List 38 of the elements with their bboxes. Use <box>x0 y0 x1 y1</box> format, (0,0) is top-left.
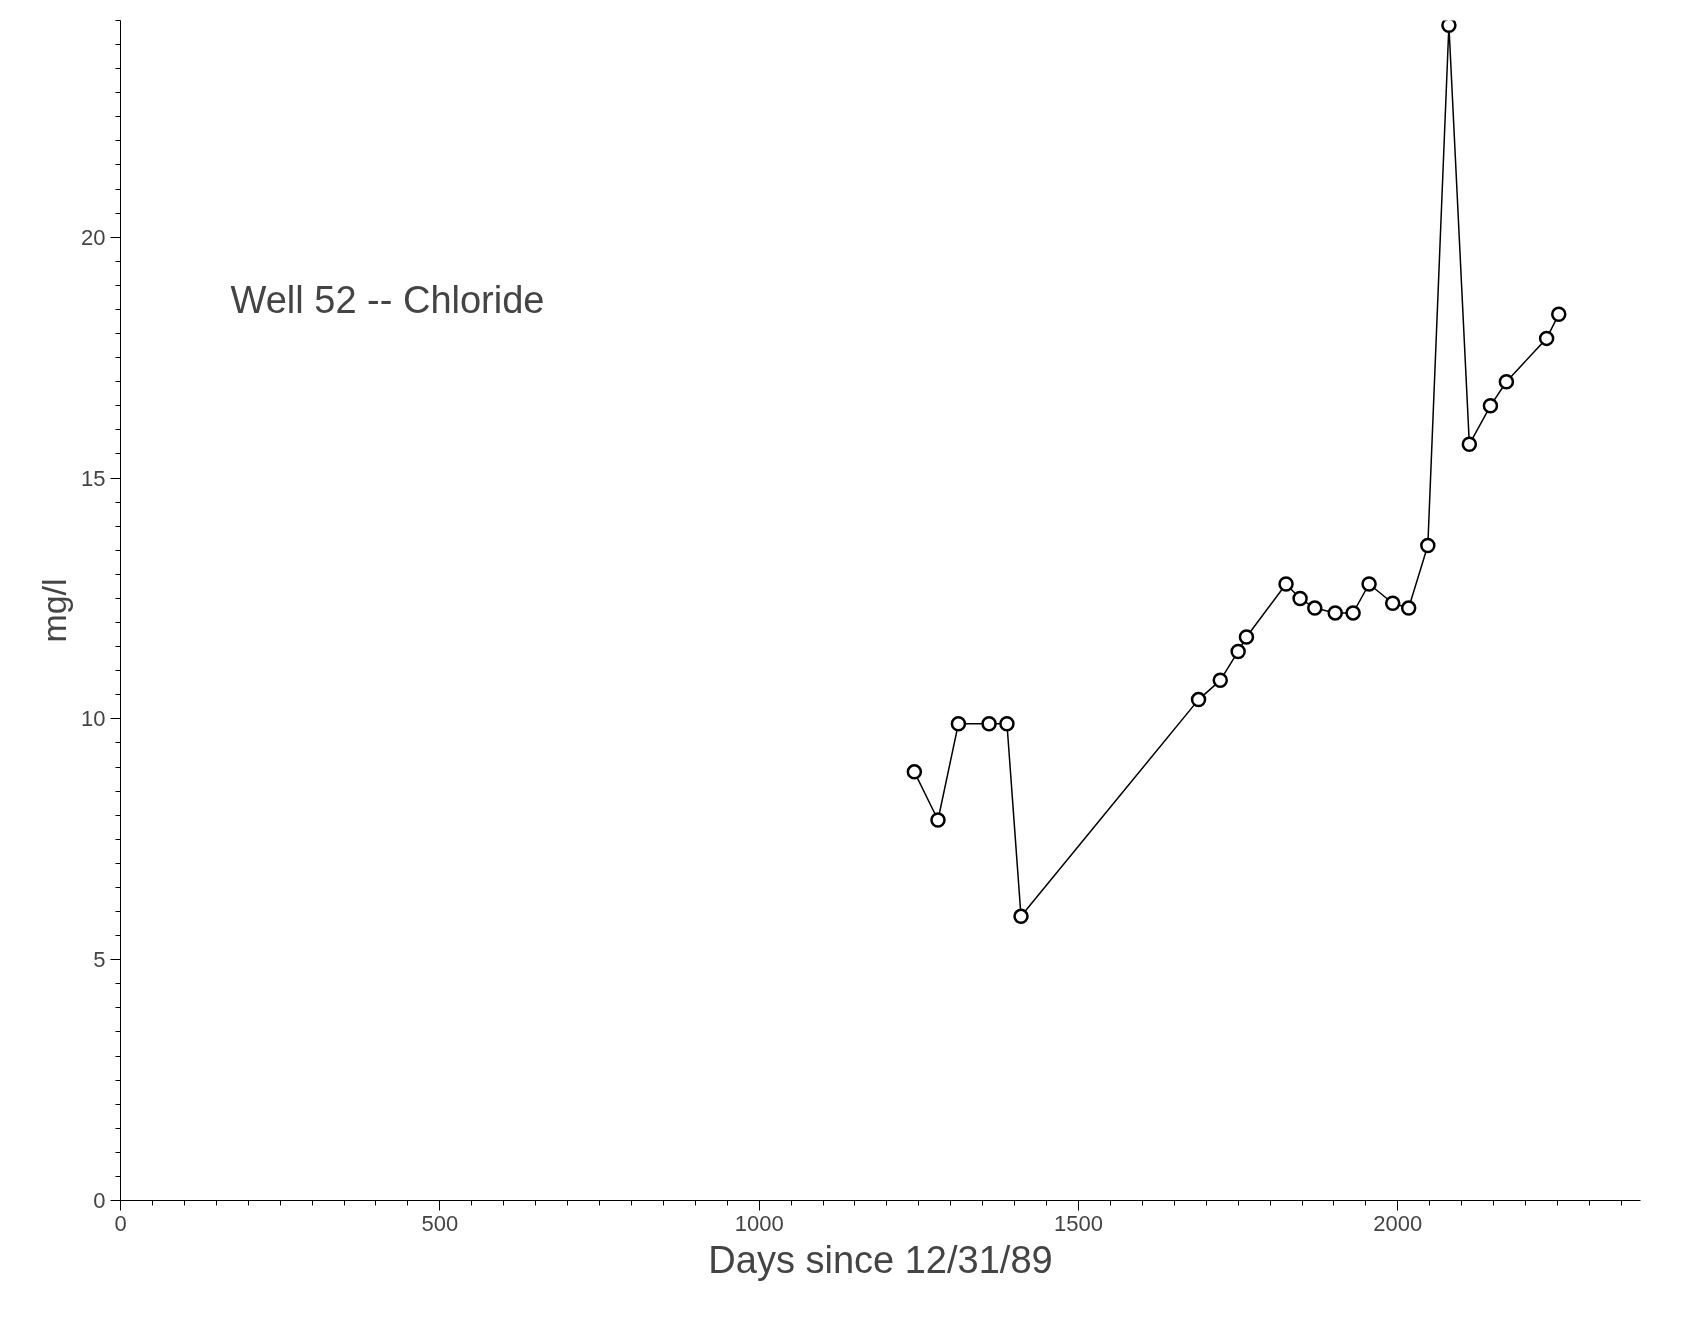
point <box>906 764 923 780</box>
point <box>1400 600 1417 616</box>
x-tick-label: 2000 <box>1373 1210 1423 1236</box>
point <box>930 812 946 828</box>
annotation: Well 52 -- Chloride <box>230 278 545 321</box>
point <box>1278 576 1294 592</box>
point <box>1345 605 1361 621</box>
point <box>1441 20 1457 34</box>
point <box>1482 398 1499 414</box>
point <box>1384 595 1401 612</box>
x-tick-label: 1500 <box>1054 1210 1103 1236</box>
point <box>1538 330 1555 347</box>
point <box>1307 600 1323 616</box>
point <box>1292 590 1308 607</box>
y-tick-label: 5 <box>93 947 106 973</box>
point <box>999 715 1015 732</box>
point <box>1238 629 1255 645</box>
point <box>981 715 997 732</box>
x-tick-label: 1000 <box>734 1210 784 1236</box>
point <box>1327 605 1343 621</box>
y-tick-label: 15 <box>81 465 106 491</box>
point <box>1013 908 1029 925</box>
point <box>950 715 967 732</box>
x-tick-label: 0 <box>114 1210 127 1236</box>
y-tick-label: 20 <box>81 224 106 250</box>
point <box>1420 537 1436 554</box>
point <box>1190 691 1207 708</box>
x-tick-label: 500 <box>421 1210 459 1236</box>
point <box>1361 576 1377 592</box>
point <box>1230 643 1246 660</box>
point <box>1461 436 1478 453</box>
y-tick-label: 10 <box>81 706 106 732</box>
y-tick-label: 0 <box>93 1188 106 1213</box>
point <box>1498 373 1515 390</box>
point <box>1212 672 1229 689</box>
x-axis-title: Days since 12/31/89 <box>708 1238 1053 1281</box>
y-axis-title: mg/l <box>35 578 74 643</box>
point <box>1551 306 1567 323</box>
